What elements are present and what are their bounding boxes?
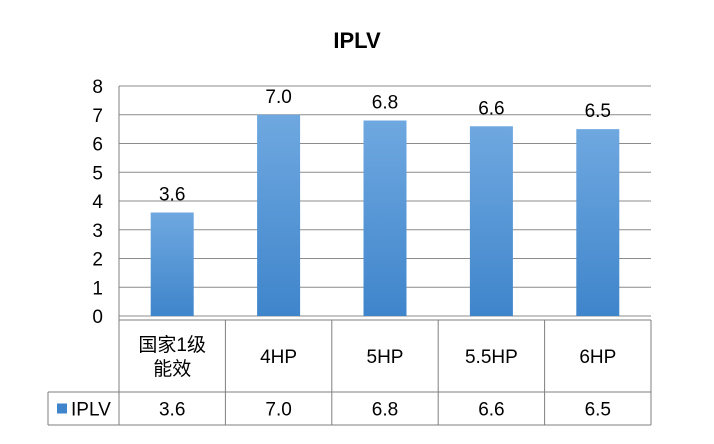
legend-label: IPLV [71, 400, 111, 421]
data-label: 3.6 [159, 185, 185, 206]
bar [576, 129, 620, 316]
bar [363, 120, 407, 316]
y-tick-label: 3 [92, 221, 103, 242]
chart-title: IPLV [333, 28, 381, 53]
category-label: 6HP [579, 347, 616, 368]
y-tick-label: 7 [92, 106, 103, 127]
table-value: 6.8 [372, 400, 398, 421]
y-tick-label: 8 [92, 77, 103, 98]
bar [150, 212, 194, 316]
bars [150, 114, 620, 316]
table-value: 6.5 [585, 400, 611, 421]
table-value: 7.0 [265, 400, 291, 421]
data-labels: 3.6 7.0 6.8 6.6 6.5 [159, 87, 611, 206]
category-label: 国家1级能效 [138, 334, 206, 380]
y-tick-label: 6 [92, 135, 103, 156]
y-tick-label: 0 [92, 307, 103, 328]
data-label: 6.5 [585, 101, 611, 122]
data-label: 6.8 [372, 93, 398, 114]
bar [257, 114, 301, 316]
y-tick-label: 1 [92, 278, 103, 299]
table-value: 3.6 [159, 400, 185, 421]
data-table: 国家1级能效 4HP 5HP 5.5HP 6HP IPLV 3.6 7.0 6.8 6.6 6.5 [47, 319, 652, 426]
y-tick-label: 4 [92, 192, 103, 213]
category-label: 4HP [260, 347, 297, 368]
category-label: 5HP [367, 347, 404, 368]
legend-swatch [57, 403, 67, 414]
category-label: 5.5HP [465, 347, 518, 368]
y-tick-label: 2 [92, 250, 103, 271]
y-tick-label: 5 [92, 163, 103, 184]
data-label: 7.0 [265, 87, 291, 108]
y-axis: 0 1 2 3 4 5 6 7 8 [92, 77, 103, 328]
table-value: 6.6 [478, 400, 504, 421]
bar [469, 126, 513, 316]
data-label: 6.6 [478, 98, 504, 119]
